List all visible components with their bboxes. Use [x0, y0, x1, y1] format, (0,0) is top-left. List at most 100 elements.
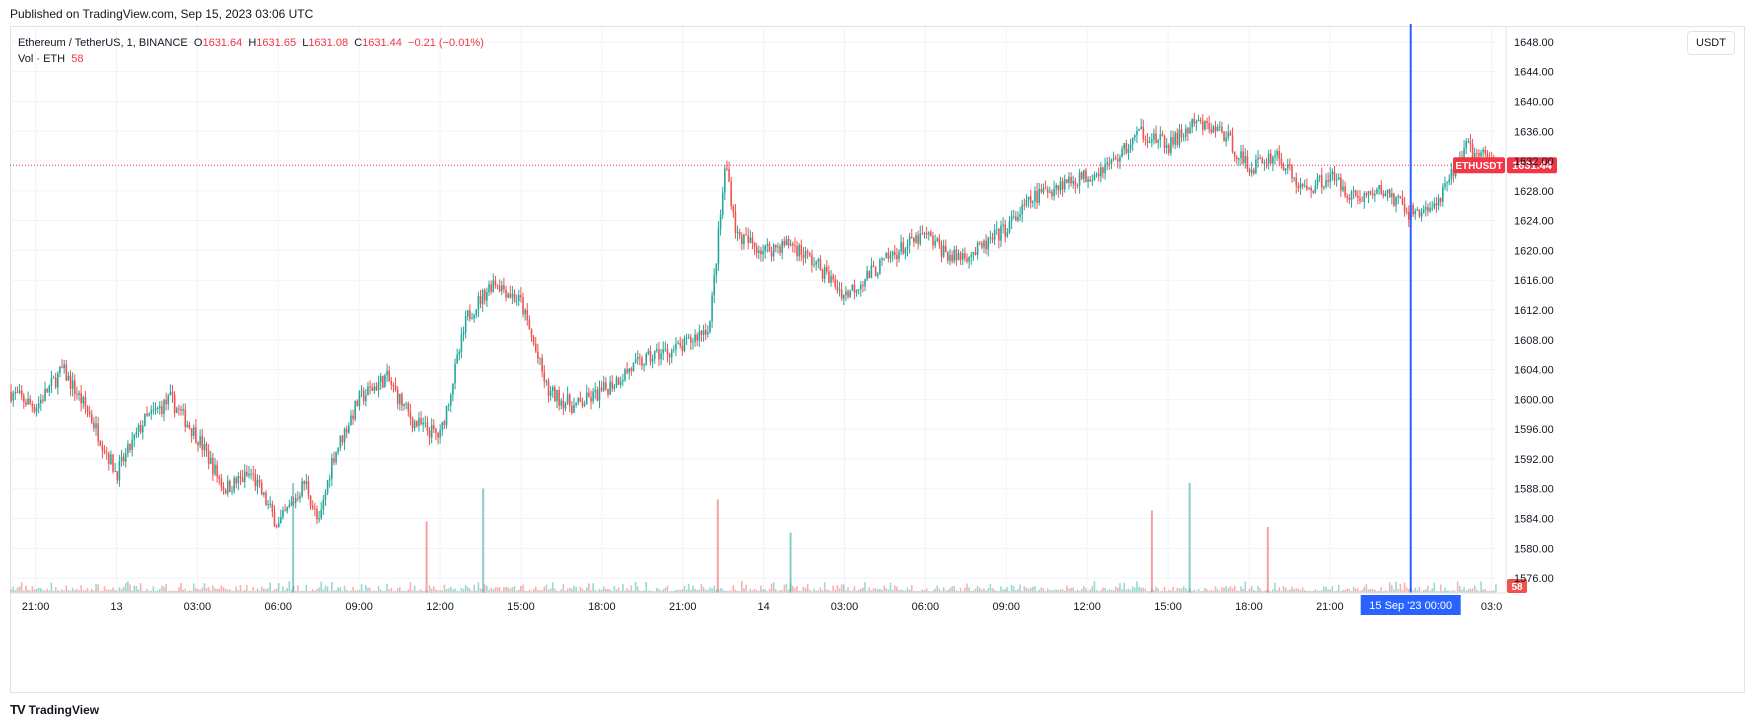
volume-bar: [328, 591, 331, 593]
volume-bar: [339, 587, 342, 593]
y-tick-label: 1636.00: [1514, 126, 1554, 138]
volume-bar: [324, 585, 327, 593]
volume-bar: [783, 584, 786, 593]
volume-bar: [726, 590, 728, 593]
y-tick-label: 1640.00: [1514, 96, 1554, 108]
candle-body: [1442, 186, 1444, 202]
volume-bar: [972, 590, 975, 593]
volume-bar: [1100, 590, 1102, 593]
volume-bar: [736, 590, 739, 593]
candle-body: [1006, 232, 1009, 237]
candle-body: [348, 425, 350, 433]
candle-body: [1170, 137, 1172, 154]
y-tick-label: 1580.00: [1514, 543, 1554, 555]
high-label: H: [248, 37, 257, 49]
candle-body: [668, 354, 671, 358]
volume-bar: [97, 584, 99, 593]
candle-body: [524, 309, 526, 315]
volume-bar: [1191, 591, 1193, 593]
currency-button[interactable]: USDT: [1687, 31, 1735, 55]
tradingview-logo[interactable]: TV TradingView: [10, 702, 99, 717]
volume-bar: [464, 585, 467, 593]
candle-body: [1095, 173, 1098, 176]
candle-body: [651, 358, 654, 362]
volume-bar: [1195, 591, 1198, 593]
candle-body: [588, 392, 590, 397]
volume-bar: [396, 588, 399, 593]
volume-bar: [664, 587, 667, 593]
candle-body: [1023, 204, 1026, 206]
volume-bar: [802, 586, 805, 593]
candle-body: [1191, 118, 1193, 128]
candle-body: [747, 235, 749, 243]
volume-bar: [1444, 587, 1446, 593]
candle-body: [715, 263, 718, 276]
volume-bar: [1063, 590, 1066, 593]
candle-body: [1201, 121, 1204, 130]
volume-bar: [1429, 590, 1431, 593]
volume-bar: [1350, 591, 1353, 593]
volume-bar: [1125, 589, 1128, 593]
volume-bar: [297, 585, 299, 593]
volume-bar: [1023, 586, 1026, 593]
candle-body: [1125, 143, 1128, 153]
volume-bar: [1316, 590, 1319, 593]
volume-bar: [513, 586, 516, 593]
candle-body: [46, 388, 48, 393]
volume-bar: [1412, 590, 1414, 593]
volume-bar: [636, 586, 639, 593]
volume-bar: [307, 591, 310, 593]
candle-body: [923, 232, 926, 234]
candle-body: [477, 296, 480, 310]
volume-spike: [482, 488, 485, 593]
candle-body: [904, 248, 907, 254]
candle-body: [951, 254, 953, 262]
y-tick-label: 1608.00: [1514, 335, 1554, 347]
volume-bar: [1036, 591, 1038, 593]
volume-bar: [1201, 590, 1204, 593]
volume-bar: [1229, 586, 1232, 593]
candle-body: [783, 241, 786, 246]
candle-body: [1354, 190, 1357, 196]
candle-body: [71, 380, 74, 389]
candle-body: [889, 255, 892, 259]
volume-bar: [114, 589, 116, 593]
candle-body: [670, 350, 673, 358]
volume-bar: [762, 589, 764, 593]
candle-body: [31, 403, 34, 408]
volume-bar: [237, 590, 240, 593]
candle-body: [598, 387, 601, 401]
candle-body: [981, 243, 983, 248]
candle-body: [1112, 158, 1115, 160]
candle-body: [44, 388, 46, 401]
candle-body: [1119, 157, 1121, 162]
volume-bar: [416, 591, 418, 593]
candle-body: [866, 271, 868, 280]
candle-body: [1059, 181, 1062, 191]
candle-body: [498, 286, 501, 292]
candle-body: [1480, 152, 1482, 157]
candle-body: [1384, 193, 1387, 197]
volume-bar: [857, 589, 860, 593]
volume-bar: [403, 590, 405, 593]
candle-body: [175, 408, 178, 413]
candle-body: [513, 293, 516, 302]
candle-body: [1374, 194, 1376, 196]
symbol-title[interactable]: Ethereum / TetherUS, 1, BINANCE: [18, 37, 188, 49]
candle-body: [246, 471, 248, 476]
volume-bar: [280, 591, 282, 593]
candle-body: [1365, 193, 1368, 196]
volume-bar: [1004, 589, 1007, 593]
candle-body: [1212, 126, 1215, 133]
volume-bar: [1446, 590, 1448, 593]
volume-bar: [171, 590, 174, 593]
candle-body: [12, 393, 14, 401]
candle-body: [1397, 196, 1400, 198]
volume-bar: [908, 589, 911, 593]
chart-frame[interactable]: [10, 26, 1745, 693]
volume-bar: [1325, 586, 1327, 593]
volume-label[interactable]: Vol · ETH: [18, 53, 66, 65]
candle-body: [1044, 188, 1047, 190]
volume-bar: [893, 585, 896, 593]
